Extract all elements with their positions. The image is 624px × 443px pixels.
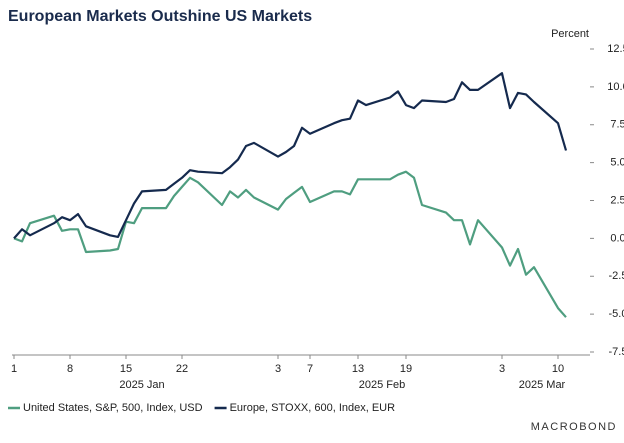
- x-tick-label: 10: [552, 363, 564, 375]
- source-logo: MACROBOND: [531, 421, 617, 433]
- x-tick-label: 8: [67, 363, 73, 375]
- x-tick-label: 3: [499, 363, 505, 375]
- y-tick-label: 12.5: [607, 43, 624, 55]
- y-tick-label: 5.0: [610, 157, 624, 169]
- x-tick-label: 3: [275, 363, 281, 375]
- y-tick-label: 10.0: [607, 81, 624, 93]
- x-tick-label: 1: [11, 363, 17, 375]
- y-tick-label: -2.5: [609, 270, 624, 282]
- y-tick-label: 2.5: [610, 194, 624, 206]
- y-axis-label: Percent: [551, 28, 589, 40]
- x-tick-label: 15: [120, 363, 132, 375]
- x-tick-label: 7: [307, 363, 313, 375]
- x-tick-label: 19: [400, 363, 412, 375]
- y-tick-label: -7.5: [609, 346, 624, 358]
- y-tick-label: -5.0: [609, 308, 624, 320]
- x-tick-label: 13: [352, 363, 364, 375]
- x-tick-label: 22: [176, 363, 188, 375]
- legend-label: Europe, STOXX, 600, Index, EUR: [230, 402, 396, 414]
- x-group-label: 2025 Jan: [119, 379, 164, 391]
- line-series: [13, 72, 568, 240]
- y-tick-label: 7.5: [610, 119, 624, 131]
- legend-label: United States, S&P, 500, Index, USD: [23, 402, 203, 414]
- y-tick-label: 0.0: [610, 232, 624, 244]
- chart-title: European Markets Outshine US Markets: [8, 8, 312, 25]
- x-group-label: 2025 Feb: [359, 379, 405, 391]
- line-series: [13, 170, 567, 318]
- x-group-label: 2025 Mar: [519, 379, 566, 391]
